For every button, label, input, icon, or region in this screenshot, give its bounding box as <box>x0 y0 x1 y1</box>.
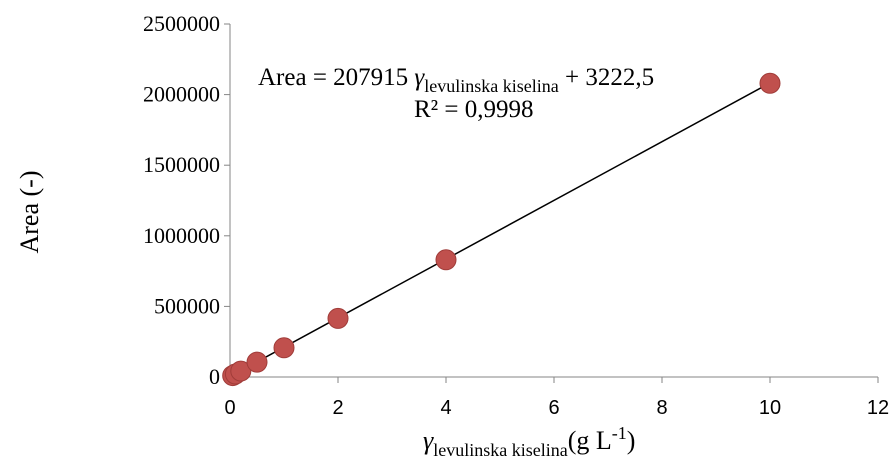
trendline <box>232 82 771 376</box>
y-tick-label: 2000000 <box>143 82 220 107</box>
data-point <box>230 360 252 382</box>
y-tick-label: 500000 <box>154 293 220 318</box>
axes <box>224 23 879 383</box>
data-point <box>246 351 268 373</box>
y-tick-labels: 0 500000 1000000 1500000 2000000 2500000 <box>143 11 220 389</box>
data-points <box>222 72 781 387</box>
y-tick-label: 1000000 <box>143 223 220 248</box>
y-tick-label: 2500000 <box>143 11 220 36</box>
x-tick-label: 4 <box>440 397 451 419</box>
data-point <box>327 307 349 329</box>
trendline-equation: Area = 207915 γlevulinska kiselina + 322… <box>258 64 654 96</box>
x-axis-label: γlevulinska kiselina(g L-1) <box>423 423 635 460</box>
x-tick-label: 10 <box>759 397 781 419</box>
trendline-group <box>232 82 771 376</box>
data-point <box>435 249 457 271</box>
y-axis-label: Area (-) <box>15 171 44 254</box>
x-tick-labels: 0 2 4 6 8 10 12 <box>224 397 889 419</box>
data-point <box>759 72 781 94</box>
y-tick-label: 1500000 <box>143 152 220 177</box>
r-squared-label: R² = 0,9998 <box>414 96 534 123</box>
x-tick-label: 8 <box>656 397 667 419</box>
y-tick-label: 0 <box>209 364 220 389</box>
x-tick-label: 6 <box>548 397 559 419</box>
x-tick-label: 2 <box>332 397 343 419</box>
x-tick-label: 12 <box>867 397 889 419</box>
data-point <box>273 337 295 359</box>
x-tick-label: 0 <box>224 397 235 419</box>
